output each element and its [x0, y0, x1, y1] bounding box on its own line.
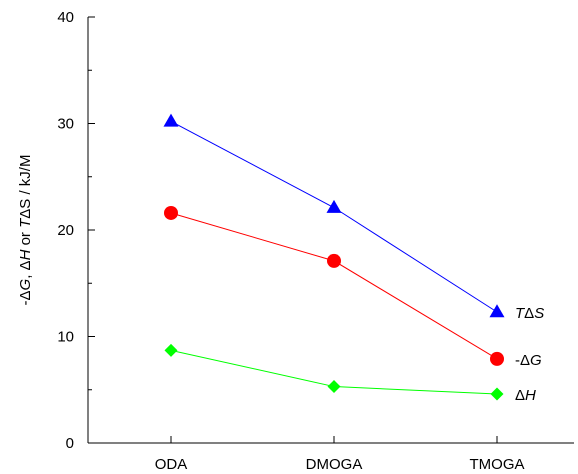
y-tick-label: 10	[57, 329, 74, 346]
series-label: -ΔG	[515, 352, 542, 369]
data-point	[327, 380, 341, 394]
data-point	[164, 343, 178, 357]
x-tick-label: ODA	[155, 456, 188, 473]
y-tick-label: 40	[57, 9, 74, 26]
series-label: ΔH	[515, 387, 536, 404]
data-point	[489, 304, 505, 318]
data-point	[490, 351, 504, 366]
series-2: ΔH	[164, 343, 536, 404]
series-label: TΔS	[515, 305, 544, 322]
x-ticks: ODA DMOGA TMOGA	[155, 436, 525, 473]
series-0: TΔS	[163, 113, 544, 322]
y-tick-label: 30	[57, 116, 74, 133]
data-point	[163, 113, 179, 127]
data-point	[490, 387, 504, 401]
y-tick-label: 20	[57, 222, 74, 239]
series-line	[170, 120, 498, 313]
data-point	[326, 199, 342, 213]
series-group: TΔS -ΔG ΔH	[163, 113, 544, 404]
y-axis-label: -ΔG, ΔH or TΔS / kJ/M	[17, 155, 34, 306]
data-point	[164, 205, 178, 220]
series-line	[170, 212, 498, 360]
y-ticks: 0 10 20 30 40	[57, 9, 95, 452]
x-tick-label: TMOGA	[470, 456, 525, 473]
data-point	[327, 253, 341, 268]
axes	[87, 17, 574, 444]
y-tick-label: 0	[66, 435, 74, 452]
x-tick-label: DMOGA	[306, 456, 363, 473]
series-1: -ΔG	[164, 205, 542, 369]
